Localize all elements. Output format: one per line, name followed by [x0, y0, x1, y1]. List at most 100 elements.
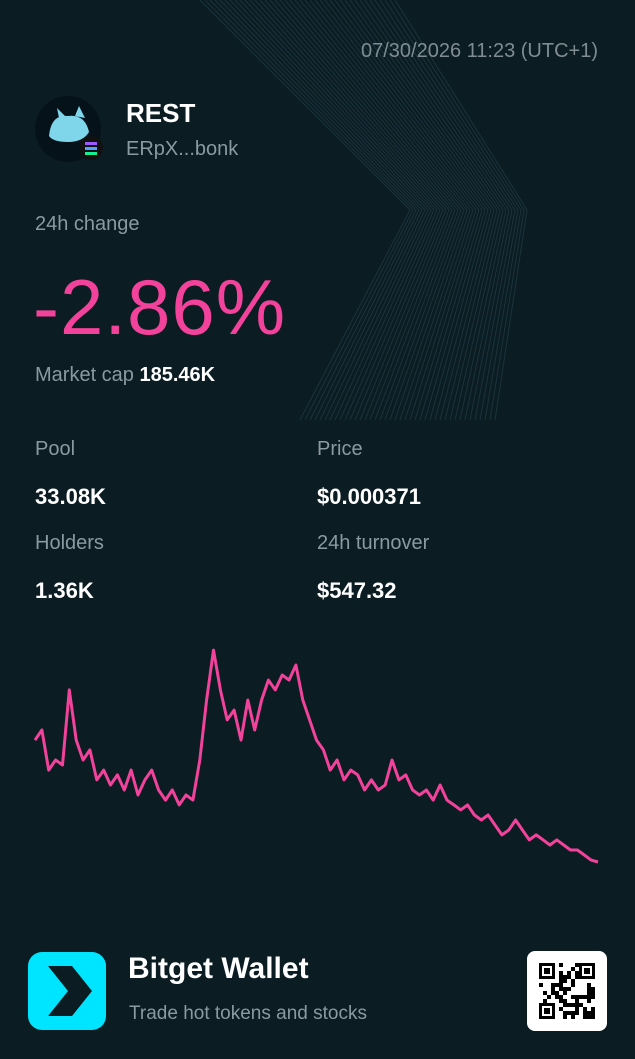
qr-cell — [563, 1015, 567, 1019]
pattern-line — [269, 0, 453, 421]
token-avatar — [35, 96, 103, 162]
stat-value: $547.32 — [317, 578, 397, 603]
change-label: 24h change — [35, 213, 140, 235]
pattern-line — [319, 0, 483, 421]
pattern-line — [204, 0, 414, 421]
stat-label: Pool — [35, 438, 76, 460]
qr-cell — [571, 995, 575, 999]
token-name: REST — [126, 98, 196, 128]
qr-cell — [575, 1011, 579, 1015]
pattern-line — [254, 0, 444, 421]
qr-cell — [555, 995, 559, 999]
qr-cell — [571, 979, 575, 983]
pattern-line — [384, 0, 522, 421]
pattern-line — [244, 0, 438, 421]
stat-label: 24h turnover — [317, 532, 430, 554]
qr-cell — [555, 983, 559, 987]
pattern-line — [389, 0, 525, 421]
stat-label: Holders — [35, 532, 104, 554]
qr-cell — [575, 995, 579, 999]
pattern-line — [344, 0, 498, 421]
qr-cell — [543, 999, 547, 1003]
qr-cell — [567, 1011, 571, 1015]
qr-cell — [587, 999, 591, 1003]
qr-cell — [571, 1003, 575, 1007]
qr-cell — [559, 999, 563, 1003]
qr-cell — [587, 1011, 591, 1015]
timestamp: 07/30/2026 11:23 (UTC+1) — [360, 40, 598, 62]
qr-cell — [579, 995, 583, 999]
pattern-line — [379, 0, 519, 421]
pattern-line — [219, 0, 423, 421]
qr-cell — [563, 979, 567, 983]
pattern-line — [354, 0, 504, 421]
pattern-line — [289, 0, 465, 421]
pattern-line — [264, 0, 450, 421]
qr-cell — [559, 971, 563, 975]
qr-cell — [559, 1007, 563, 1011]
market-cap-value: 185.46K — [139, 364, 216, 386]
pattern-line — [349, 0, 501, 421]
qr-cell — [575, 1003, 579, 1007]
qr-cell — [559, 979, 563, 983]
stat-label: Price — [317, 438, 363, 460]
stat-value: 33.08K — [35, 484, 106, 509]
pattern-line — [274, 0, 456, 421]
qr-cell — [551, 987, 555, 991]
qr-cell — [571, 1015, 575, 1019]
qr-cell — [563, 987, 567, 991]
pattern-line — [279, 0, 459, 421]
qr-cell — [591, 995, 595, 999]
qr-finder — [544, 1008, 550, 1014]
pattern-line — [284, 0, 462, 421]
pattern-line — [249, 0, 441, 421]
qr-cell — [591, 987, 595, 991]
pattern-line — [199, 0, 411, 421]
qr-cell — [575, 975, 579, 979]
qr-cell — [587, 995, 591, 999]
pattern-line — [239, 0, 435, 421]
qr-cell — [559, 983, 563, 987]
qr-cell — [563, 1011, 567, 1015]
pattern-line — [209, 0, 417, 421]
qr-code — [527, 951, 607, 1031]
pattern-line — [314, 0, 480, 421]
pattern-line — [374, 0, 516, 421]
pattern-line — [334, 0, 492, 421]
qr-cell — [587, 987, 591, 991]
token-address: ERpX...bonk — [126, 138, 239, 160]
qr-cell — [591, 991, 595, 995]
market-cap: Market cap 185.46K — [35, 364, 215, 387]
qr-cell — [587, 1015, 591, 1019]
pattern-line — [294, 0, 468, 421]
qr-cell — [567, 975, 571, 979]
qr-cell — [587, 991, 591, 995]
qr-cell — [559, 963, 563, 967]
qr-cell — [575, 999, 579, 1003]
qr-cell — [563, 991, 567, 995]
qr-cell — [571, 983, 575, 987]
pattern-line — [214, 0, 420, 421]
qr-cell — [575, 971, 579, 975]
qr-cell — [567, 987, 571, 991]
qr-cell — [583, 1015, 587, 1019]
pattern-line — [309, 0, 477, 421]
change-value: -2.86% — [33, 263, 287, 351]
pattern-line — [299, 0, 471, 421]
stat-value: $0.000371 — [317, 484, 421, 509]
qr-cell — [563, 1003, 567, 1007]
pattern-line — [304, 0, 474, 421]
qr-cell — [563, 999, 567, 1003]
qr-cell — [571, 967, 575, 971]
qr-cell — [555, 991, 559, 995]
stat-value: 1.36K — [35, 578, 94, 603]
pattern-line — [229, 0, 429, 421]
qr-finder — [544, 968, 550, 974]
pattern-line — [364, 0, 510, 421]
pattern-line — [339, 0, 495, 421]
qr-cell — [551, 983, 555, 987]
pattern-line — [224, 0, 426, 421]
